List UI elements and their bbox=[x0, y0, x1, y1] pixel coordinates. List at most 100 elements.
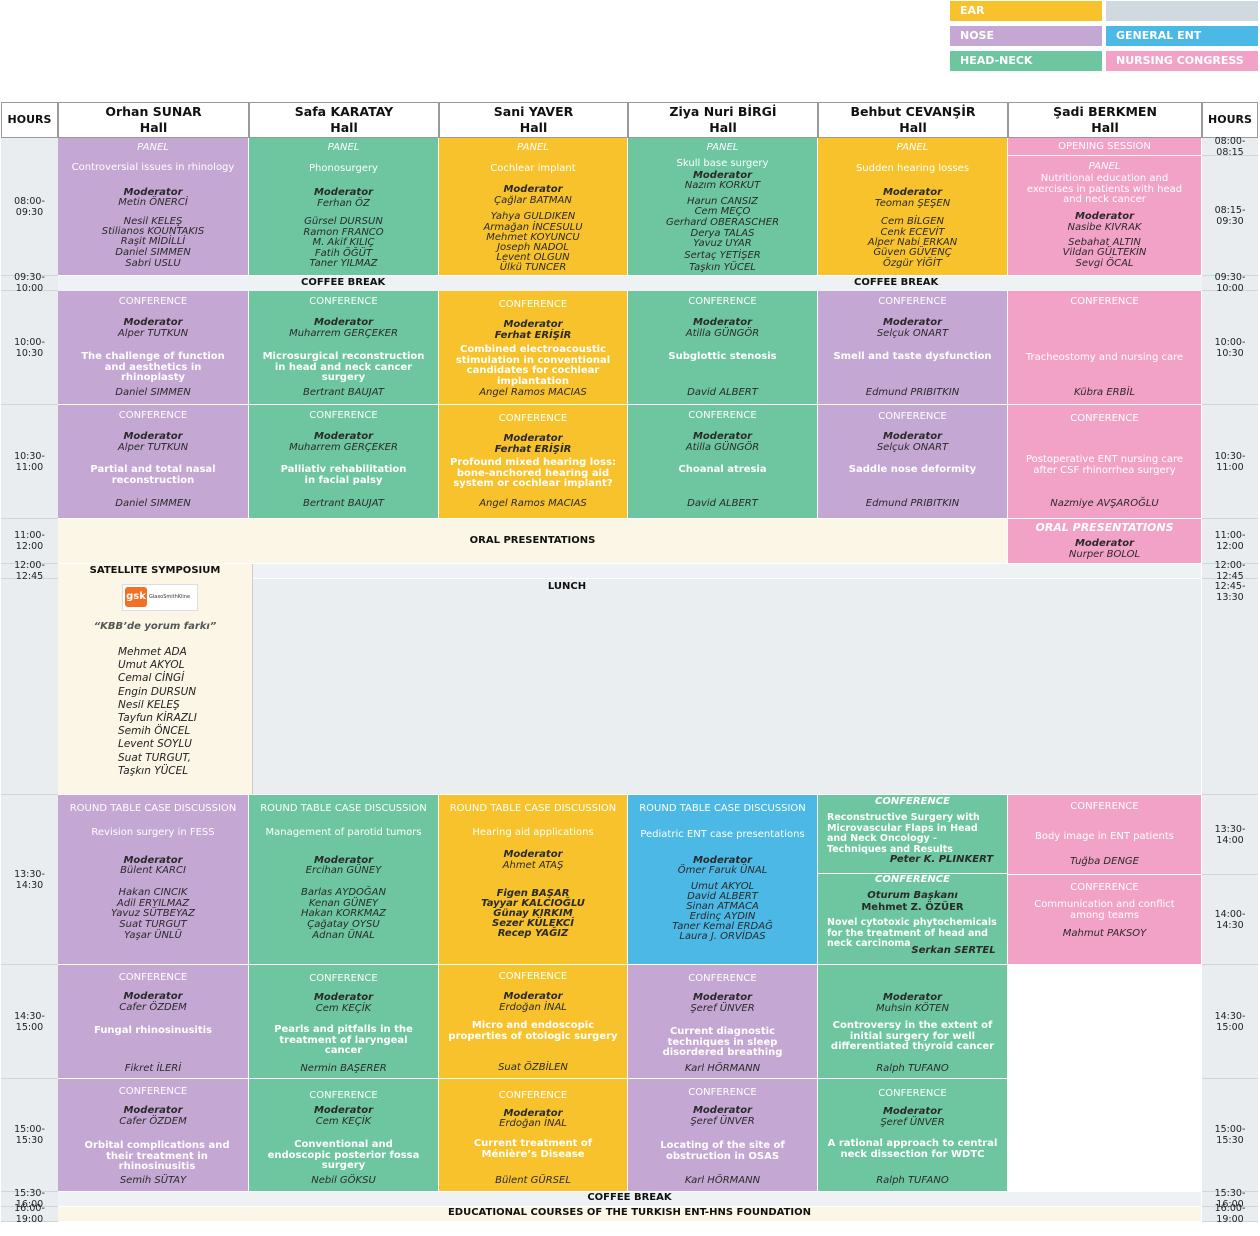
hall-header-1: Orhan SUNAR Hall bbox=[58, 102, 249, 138]
cell-text: Harun CANSIZ bbox=[686, 196, 759, 207]
cell-text: Moderator bbox=[692, 317, 753, 328]
hour-left: 12:00-12:45 bbox=[1, 560, 58, 582]
cell-text: Gürsel DURSUN bbox=[304, 216, 383, 227]
cell-text: Moderator bbox=[123, 991, 183, 1002]
cell-text: Erdoğan İNAL bbox=[499, 1118, 567, 1129]
cell-text: Taner Kemal ERDAĞ bbox=[672, 921, 773, 932]
cell-text: Ralph TUFANO bbox=[876, 1063, 949, 1074]
hour-left: 15:30-16:00 bbox=[1, 1188, 58, 1210]
cell-text: Daniel SIMMEN bbox=[115, 247, 191, 258]
cell-text: Moderator bbox=[882, 992, 943, 1003]
cell-text: Moderator bbox=[313, 317, 374, 328]
session-conference[interactable]: CONFERENCE Moderator Muharrem GERÇEKER M… bbox=[249, 291, 439, 405]
session-conference[interactable]: CONFERENCE Tracheostomy and nursing care… bbox=[1008, 291, 1202, 405]
empty-cell bbox=[1008, 965, 1202, 1192]
session-conference[interactable]: CONFERENCE Moderator Şeref ÜNVER Locatin… bbox=[628, 1079, 818, 1192]
cell-text: Karl HÖRMANN bbox=[684, 1175, 761, 1186]
session-conference[interactable]: CONFERENCE Moderator Cafer ÖZDEM Orbital… bbox=[58, 1079, 249, 1192]
cell-text: Nurper BOLOL bbox=[1068, 549, 1141, 560]
cell-text: CONFERENCE bbox=[878, 411, 947, 422]
hour-left: 16:00-19:00 bbox=[1, 1203, 58, 1225]
session-conference[interactable]: CONFERENCE Moderator Cem KEÇİK Pearls an… bbox=[249, 965, 439, 1079]
text-line: Nesil KELEŞ bbox=[118, 698, 180, 711]
cell-text: PANEL bbox=[706, 142, 739, 153]
text-line: Hall bbox=[519, 120, 548, 135]
text-line: Engin DURSUN bbox=[118, 685, 197, 698]
session-panel-sudden-hearing[interactable]: PANEL Sudden hearing losses Moderator Te… bbox=[818, 138, 1008, 276]
session-conference[interactable]: CONFERENCE Moderator Atilla GÜNGÖR Choan… bbox=[628, 405, 818, 519]
cell-text: Teoman ŞEŞEN bbox=[874, 198, 951, 209]
satellite-symposium[interactable]: SATELLITE SYMPOSIUM gsk GlaxoSmithKline … bbox=[58, 564, 253, 795]
cell-text: Pediatric ENT case presentations bbox=[640, 829, 805, 840]
cell-text: Controversial issues in rhinology bbox=[71, 162, 235, 173]
cell-text: Angel Ramos MACIAS bbox=[479, 498, 587, 509]
cell-text: ORAL PRESENTATIONS bbox=[469, 535, 596, 546]
cell-text: Bertrant BAUJAT bbox=[303, 387, 384, 398]
session-conference[interactable]: CONFERENCE Moderator Cafer ÖZDEM Fungal … bbox=[58, 965, 249, 1079]
cell-text: PANEL bbox=[137, 142, 169, 153]
hall-header-3: Sani YAVER Hall bbox=[439, 102, 628, 138]
session-conference[interactable]: CONFERENCE Moderator Selçuk ONART Saddle… bbox=[818, 405, 1008, 519]
cell-text: Serkan SERTEL bbox=[911, 945, 996, 956]
session-conference[interactable]: CONFERENCE Moderator Cem KEÇİK Conventio… bbox=[249, 1079, 439, 1192]
hour-left: 11:00-12:00 bbox=[1, 519, 58, 564]
session-conference[interactable]: CONFERENCE Moderator Erdoğan İNAL Curren… bbox=[439, 1079, 628, 1192]
session-conference[interactable]: CONFERENCE Moderator Selçuk ONART Smell … bbox=[818, 291, 1008, 405]
session-conference[interactable]: CONFERENCE Moderator Atilla GÜNGÖR Subgl… bbox=[628, 291, 818, 405]
session-round-table[interactable]: ROUND TABLE CASE DISCUSSION Management o… bbox=[249, 795, 439, 965]
session-conference[interactable]: CONFERENCE Communication and conflict am… bbox=[1008, 875, 1202, 965]
session-conference[interactable]: CONFERENCE Moderator Şeref ÜNVER A ratio… bbox=[818, 1079, 1008, 1192]
cell-text: Nebil GÖKSU bbox=[311, 1175, 376, 1186]
session-conference[interactable]: CONFERENCE Moderator Şeref ÜNVER Current… bbox=[628, 965, 818, 1079]
cell-text: PANEL bbox=[1088, 161, 1121, 172]
session-panel-skull-base[interactable]: PANEL Skull base surgery Moderator Nazım… bbox=[628, 138, 818, 276]
cell-text: Sinan ATMACA bbox=[686, 901, 759, 912]
session-conference[interactable]: CONFERENCE Oturum Başkanı Mehmet Z. ÖZÜE… bbox=[818, 874, 1008, 965]
cell-text: Daniel SIMMEN bbox=[115, 498, 191, 509]
cell-text: CONFERENCE bbox=[118, 410, 188, 421]
cell-text: ORAL PRESENTATIONS bbox=[1035, 521, 1174, 534]
cell-text: Tayyar KALCIOĞLU bbox=[481, 898, 585, 909]
session-conference[interactable]: CONFERENCE Postoperative ENT nursing car… bbox=[1008, 405, 1202, 519]
cell-text: Çağlar BATMAN bbox=[494, 195, 572, 206]
session-panel-phonosurgery[interactable]: PANEL Phonosurgery Moderator Ferhan ÖZ G… bbox=[249, 138, 439, 276]
text-line: Hall bbox=[1091, 120, 1119, 135]
cell-text: Karl HÖRMANN bbox=[684, 1063, 761, 1074]
session-panel-nutrition[interactable]: PANEL Nutritional education and exercise… bbox=[1008, 156, 1202, 276]
session-conference[interactable]: CONFERENCE Moderator Muharrem GERÇEKER P… bbox=[249, 405, 439, 519]
cell-text: Ercihan GÜNEY bbox=[305, 865, 382, 876]
text-line: Hall bbox=[139, 120, 168, 135]
session-conference[interactable]: CONFERENCE Moderator Alper TUTKUN The ch… bbox=[58, 291, 249, 405]
session-conference[interactable]: CONFERENCE Moderator Alper TUTKUN Partia… bbox=[58, 405, 249, 519]
oral-presentations-band[interactable]: ORAL PRESENTATIONS bbox=[58, 519, 1008, 564]
session-conference[interactable]: Moderator Muhsin KÖTEN Controversy in th… bbox=[818, 965, 1008, 1079]
hour-left: 13:30-14:30 bbox=[1, 795, 58, 965]
cell-text: Ramon FRANCO bbox=[303, 227, 384, 238]
cell-text: Profound mixed hearing loss: bone-anchor… bbox=[450, 457, 616, 489]
cell-text: Cafer ÖZDEM bbox=[119, 1116, 187, 1127]
session-conference[interactable]: CONFERENCE Moderator Ferhat ERİŞİR Combi… bbox=[439, 291, 628, 405]
cell-text: Moderator bbox=[313, 855, 374, 866]
cell-text: David ALBERT bbox=[687, 387, 758, 398]
session-opening[interactable]: OPENING SESSION bbox=[1008, 138, 1202, 156]
cell-text: Selçuk ONART bbox=[876, 442, 949, 453]
session-conference[interactable]: CONFERENCE Body image in ENT patients Tu… bbox=[1008, 795, 1202, 875]
cell-text: Barlas AYDOĞAN bbox=[301, 887, 386, 898]
text-line: Semih ÖNCEL bbox=[118, 725, 191, 738]
session-round-table[interactable]: ROUND TABLE CASE DISCUSSION Pediatric EN… bbox=[628, 795, 818, 965]
cell-text: Nazım KORKUT bbox=[684, 180, 761, 191]
session-oral-nursing[interactable]: ORAL PRESENTATIONS Moderator Nurper BOLO… bbox=[1008, 519, 1202, 564]
cell-text: Moderator bbox=[692, 855, 753, 866]
session-conference[interactable]: CONFERENCE Moderator Ferhat ERİŞİR Profo… bbox=[439, 405, 628, 519]
session-round-table[interactable]: ROUND TABLE CASE DISCUSSION Hearing aid … bbox=[439, 795, 628, 965]
session-conference[interactable]: CONFERENCE Moderator Erdoğan İNAL Micro … bbox=[439, 965, 628, 1079]
cell-text: Şeref ÜNVER bbox=[690, 1116, 755, 1127]
session-panel-rhinology[interactable]: PANEL Controversial issues in rhinology … bbox=[58, 138, 249, 276]
cell-text: Cafer ÖZDEM bbox=[119, 1002, 187, 1013]
session-panel-cochlear[interactable]: PANEL Cochlear implant Moderator Çağlar … bbox=[439, 138, 628, 276]
cell-text: Ahmet ATAŞ bbox=[502, 860, 564, 871]
session-round-table[interactable]: ROUND TABLE CASE DISCUSSION Revision sur… bbox=[58, 795, 249, 965]
cell-text: Nutritional education and exercises in p… bbox=[1026, 173, 1183, 205]
session-conference[interactable]: CONFERENCE Reconstructive Surgery with M… bbox=[818, 795, 1008, 874]
cell-text: Moderator bbox=[882, 187, 943, 198]
